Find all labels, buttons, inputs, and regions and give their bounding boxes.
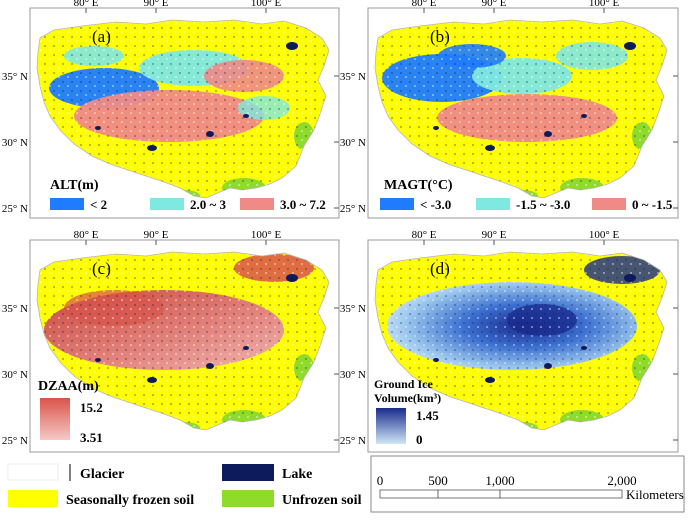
unfrozen-label: Unfrozen soil	[282, 493, 362, 508]
legend-max-label: 15.2	[80, 400, 103, 415]
map-panel-b: 80° E 90° E 100° E 35° N 30° N 25° N (b) MAGT(°…	[340, 0, 679, 219]
legend-swatch	[476, 198, 510, 210]
lat-tick-label: 35° N	[340, 71, 366, 83]
lake-area	[624, 274, 636, 282]
lake-area	[286, 274, 298, 282]
lake-area	[286, 42, 298, 50]
plateau-map	[374, 19, 668, 199]
lon-tick-label: 80° E	[412, 0, 437, 9]
lat-tick-label: 30° N	[340, 369, 366, 381]
scale-segment-3	[499, 489, 623, 499]
panel-label: (a)	[92, 27, 111, 46]
unfrozen-swatch	[222, 490, 274, 507]
lon-tick-label: 100° E	[251, 229, 282, 241]
lat-tick-label: 25° N	[340, 435, 366, 447]
lake-area	[147, 377, 157, 383]
lon-tick-label: 100° E	[251, 0, 282, 9]
scale-tick-1000: 1,000	[485, 473, 514, 488]
glacier-label: Glacier	[80, 467, 124, 482]
lake-area	[206, 131, 214, 137]
legend-gradient	[40, 398, 70, 440]
scale-tick-0: 0	[377, 473, 384, 488]
lon-tick-label: 90° E	[144, 229, 169, 241]
lon-tick-label: 80° E	[412, 229, 437, 241]
scale-bar: 0 500 1,000 2,000 Kilometers	[370, 455, 685, 513]
lon-tick-label: 80° E	[74, 229, 99, 241]
scale-bar-frame	[370, 455, 685, 513]
lake-area	[485, 145, 495, 151]
scale-tick-500: 500	[428, 473, 448, 488]
legend-title: DZAA(m)	[38, 379, 99, 394]
lat-tick-label: 30° N	[2, 369, 28, 381]
legend-gradient	[376, 408, 406, 444]
legend-swatch	[592, 198, 626, 210]
legend-swatch	[380, 198, 414, 210]
lake-area	[95, 126, 101, 130]
lake-area	[433, 126, 439, 130]
legend-swatch	[240, 198, 274, 210]
legend-title: MAGT(°C)	[384, 178, 453, 193]
seasonal-label: Seasonally frozen soil	[66, 493, 194, 508]
lake-area	[147, 145, 157, 151]
legend-item-label: 2.0 ~ 3	[190, 197, 227, 212]
legend-item-label: -1.5 ~ -3.0	[516, 197, 570, 212]
lake-area	[243, 114, 249, 118]
lake-area	[581, 346, 587, 350]
lat-tick-label: 25° N	[340, 203, 366, 215]
lake-area	[485, 377, 495, 383]
scale-tick-2000: 2,000	[607, 473, 636, 488]
map-panel-d: 80° E 90° E 100° E 35° N 30° N 25° N (d) Ground…	[340, 229, 679, 453]
bottom-legend: Glacier Seasonally frozen soil Lake Unfr…	[7, 463, 362, 508]
lake-area	[95, 358, 101, 362]
lat-tick-label: 25° N	[2, 435, 28, 447]
legend-title: Volume(km³)	[374, 391, 441, 405]
lon-tick-label: 90° E	[482, 0, 507, 9]
scale-segment-2	[437, 489, 501, 499]
glacier-swatch	[7, 463, 59, 481]
legend-title: Ground Ice	[374, 377, 433, 391]
lon-tick-label: 90° E	[144, 0, 169, 9]
map-panel-c: 80° E 90° E 100° E 35° N 30° N 25° N (c) DZAA(m…	[2, 229, 340, 453]
lake-area	[624, 42, 636, 50]
legend-title: ALT(m)	[50, 178, 99, 193]
legend-item-label: 0 ~ -1.5	[632, 197, 673, 212]
lat-tick-label: 30° N	[340, 137, 366, 149]
lon-tick-label: 100° E	[589, 0, 620, 9]
lon-tick-label: 100° E	[589, 229, 620, 241]
scale-unit: Kilometers	[626, 487, 684, 502]
lake-area	[544, 363, 552, 369]
lake-label: Lake	[282, 467, 312, 482]
lat-tick-label: 25° N	[2, 203, 28, 215]
lake-swatch	[222, 464, 274, 481]
legend-max-label: 1.45	[416, 408, 439, 423]
legend-item-label: 3.0 ~ 7.2	[280, 197, 326, 212]
map-panel-a: 80° E 90° E 100° E 35° N 30° N 25° N (a) ALT(m)…	[2, 0, 340, 219]
lat-tick-label: 35° N	[2, 303, 28, 315]
panel-label: (c)	[92, 259, 111, 278]
legend-min-label: 0	[416, 432, 423, 447]
lake-area	[433, 358, 439, 362]
lon-tick-label: 90° E	[482, 229, 507, 241]
lat-tick-label: 35° N	[340, 303, 366, 315]
legend-swatch	[50, 198, 84, 210]
lake-area	[243, 346, 249, 350]
panel-label: (d)	[430, 259, 450, 278]
lat-tick-label: 35° N	[2, 71, 28, 83]
legend-min-label: 3.51	[80, 430, 103, 445]
scale-segment-1	[379, 489, 439, 499]
legend-item-label: < -3.0	[420, 197, 451, 212]
lake-area	[206, 363, 214, 369]
legend-swatch	[150, 198, 184, 210]
lat-tick-label: 30° N	[2, 137, 28, 149]
panel-label: (b)	[430, 27, 450, 46]
legend-item-label: < 2	[90, 197, 107, 212]
lake-area	[581, 114, 587, 118]
seasonal-swatch	[8, 490, 58, 507]
lake-area	[544, 131, 552, 137]
lon-tick-label: 80° E	[74, 0, 99, 9]
